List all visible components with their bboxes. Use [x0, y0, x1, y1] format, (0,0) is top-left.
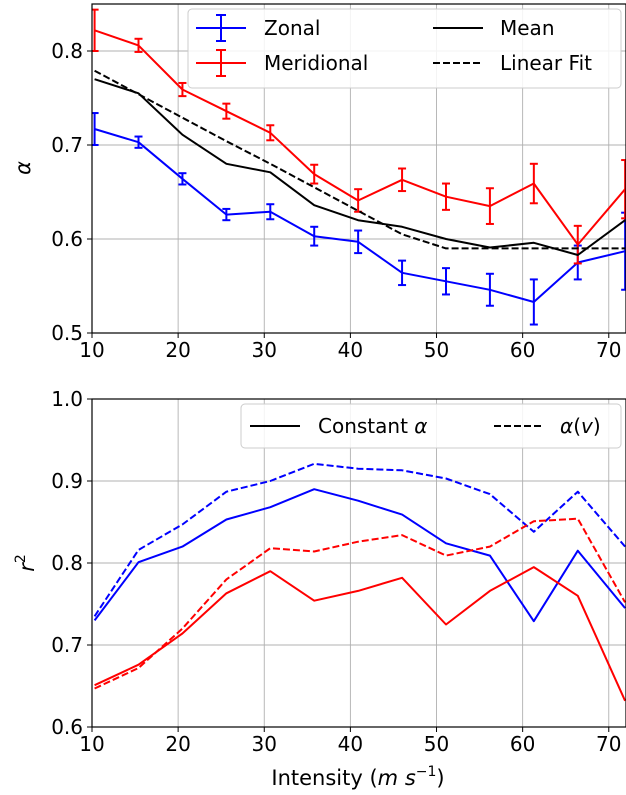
top-errorbar-zonal [134, 135, 143, 149]
bottom-series-red-dashed [94, 517, 626, 690]
top-ylabel: α [11, 161, 35, 175]
top-series-mean [94, 78, 626, 256]
top-legend: Zonal Meridional Mean Linear Fit [187, 8, 622, 89]
bottom-ticks: 10 20 30 40 50 60 70 0.6 0.7 0.8 0.9 1.0 [51, 387, 621, 756]
legend-zonal: Zonal [196, 14, 320, 42]
bottom-ytick-label: 0.7 [51, 633, 83, 657]
bottom-xlabel: Intensity (m s−1) [271, 764, 444, 790]
bottom-legend: Constant α α(v) [240, 403, 622, 449]
top-errorbar-meridional [621, 159, 626, 220]
top-ytick-label: 0.7 [51, 133, 83, 157]
top-xtick-label: 10 [79, 338, 104, 362]
top-errorbar-zonal [222, 207, 231, 222]
bottom-ytick-label: 0.9 [51, 469, 83, 493]
legend-alpha-v-label: α(v) [560, 414, 601, 438]
top-xtick-label: 40 [338, 338, 363, 362]
bottom-xtick-label: 70 [596, 732, 621, 756]
bottom-panel: 10 20 30 40 50 60 70 0.6 0.7 0.8 0.9 1.0 r2 Intensi… [13, 387, 626, 790]
top-xtick-label: 70 [596, 338, 621, 362]
top-axes-frame [91, 3, 626, 334]
bottom-xtick-label: 30 [252, 732, 277, 756]
top-series [92, 8, 626, 326]
legend-constant-alpha: Constant α [250, 414, 427, 438]
top-errorbar-zonal [398, 259, 407, 287]
legend-linear-fit-label: Linear Fit [500, 51, 592, 75]
top-xtick-label: 20 [165, 338, 190, 362]
legend-meridional-label: Meridional [264, 51, 368, 75]
top-ytick-label: 0.5 [51, 321, 83, 345]
top-panel: 10 20 30 40 50 60 70 0.5 0.6 0.7 0.8 α Zonal Merid… [11, 3, 626, 362]
legend-meridional: Meridional [196, 49, 368, 77]
top-errorbar-meridional [573, 224, 582, 265]
top-errorbar-meridional [441, 182, 450, 211]
top-xtick-label: 50 [424, 338, 449, 362]
top-errorbar-zonal [310, 225, 319, 247]
top-series-linear-fit [94, 69, 626, 250]
bottom-series-blue-dashed [93, 462, 626, 617]
legend-constant-alpha-label: Constant α [318, 414, 427, 438]
bottom-xtick-label: 50 [424, 732, 449, 756]
top-errorbar-zonal [354, 229, 363, 255]
top-errorbar-meridional [529, 162, 538, 205]
bottom-ytick-label: 1.0 [51, 387, 83, 411]
legend-mean-label: Mean [500, 16, 555, 40]
top-errorbar-zonal [441, 267, 450, 296]
top-errorbar-meridional [398, 167, 407, 193]
legend-zonal-label: Zonal [264, 16, 320, 40]
top-errorbar-zonal [92, 112, 99, 146]
top-errorbar-meridional [485, 187, 494, 225]
top-errorbar-zonal [266, 203, 275, 221]
bottom-ytick-label: 0.8 [51, 551, 83, 575]
top-errorbar-meridional [178, 81, 187, 98]
legend-mean: Mean [433, 16, 555, 40]
bottom-series [93, 462, 626, 702]
bottom-ytick-label: 0.6 [51, 715, 83, 739]
top-errorbar-meridional [134, 37, 143, 53]
bottom-xtick-label: 20 [165, 732, 190, 756]
bottom-xtick-label: 60 [510, 732, 535, 756]
legend-alpha-v: α(v) [494, 414, 601, 438]
top-errorbar-zonal [178, 172, 187, 186]
top-errorbar-meridional [92, 8, 99, 52]
bottom-ylabel: r2 [13, 554, 39, 572]
top-ticks: 10 20 30 40 50 60 70 0.5 0.6 0.7 0.8 [51, 39, 621, 362]
top-errorbar-meridional [310, 163, 319, 185]
top-errorbar-meridional [222, 102, 231, 120]
bottom-xtick-label: 40 [338, 732, 363, 756]
top-errorbar-zonal [529, 278, 538, 326]
top-errorbar-meridional [266, 124, 275, 142]
top-xtick-label: 30 [252, 338, 277, 362]
top-ytick-label: 0.8 [51, 39, 83, 63]
bottom-series-blue-solid [93, 488, 626, 623]
bottom-xtick-label: 10 [79, 732, 104, 756]
legend-linear-fit: Linear Fit [433, 51, 592, 75]
bottom-series-red-solid [94, 566, 626, 702]
top-xtick-label: 60 [510, 338, 535, 362]
top-ytick-label: 0.6 [51, 227, 83, 251]
top-errorbar-zonal [485, 272, 494, 307]
